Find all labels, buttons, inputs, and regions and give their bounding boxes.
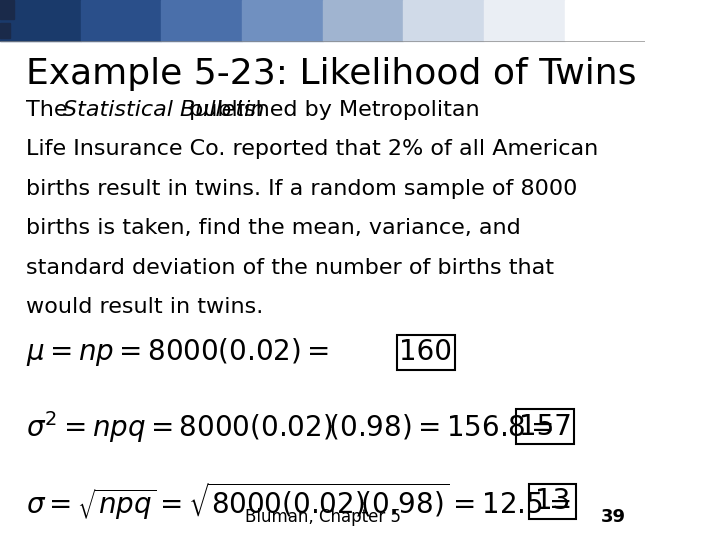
- Text: Bluman, Chapter 5: Bluman, Chapter 5: [245, 509, 400, 526]
- FancyBboxPatch shape: [516, 409, 575, 444]
- Bar: [564, 0, 645, 40]
- Text: $\mu = np = 8000\left(0.02\right)=$: $\mu = np = 8000\left(0.02\right)=$: [26, 336, 329, 368]
- FancyBboxPatch shape: [529, 484, 575, 519]
- Bar: [81, 0, 161, 40]
- Text: births result in twins. If a random sample of 8000: births result in twins. If a random samp…: [26, 179, 577, 199]
- Text: 39: 39: [600, 509, 626, 526]
- Text: 13: 13: [534, 487, 570, 515]
- Bar: [0, 0, 14, 19]
- Text: $\sigma^2 = npq = 8000\left(0.02\right)\!\left(0.98\right)=156.8=$: $\sigma^2 = npq = 8000\left(0.02\right)\…: [26, 409, 552, 444]
- Bar: [0, 0, 81, 40]
- Text: births is taken, find the mean, variance, and: births is taken, find the mean, variance…: [26, 218, 521, 238]
- Text: Life Insurance Co. reported that 2% of all American: Life Insurance Co. reported that 2% of a…: [26, 139, 598, 159]
- FancyBboxPatch shape: [397, 335, 455, 370]
- Bar: [0, 23, 9, 38]
- Text: The: The: [26, 100, 74, 120]
- Text: published by Metropolitan: published by Metropolitan: [182, 100, 480, 120]
- Bar: [161, 0, 242, 40]
- Text: would result in twins.: would result in twins.: [26, 297, 263, 317]
- Text: 157: 157: [518, 413, 572, 441]
- Bar: [484, 0, 564, 40]
- Text: 160: 160: [400, 338, 452, 366]
- Bar: [242, 0, 323, 40]
- Bar: [403, 0, 484, 40]
- Bar: [323, 0, 403, 40]
- Text: Statistical Bulletin: Statistical Bulletin: [63, 100, 265, 120]
- Text: $\sigma = \sqrt{npq} = \sqrt{8000\left(0.02\right)\!\left(0.98\right)}=12.5=$: $\sigma = \sqrt{npq} = \sqrt{8000\left(0…: [26, 480, 571, 522]
- Text: Example 5-23: Likelihood of Twins: Example 5-23: Likelihood of Twins: [26, 57, 636, 91]
- Text: standard deviation of the number of births that: standard deviation of the number of birt…: [26, 258, 554, 278]
